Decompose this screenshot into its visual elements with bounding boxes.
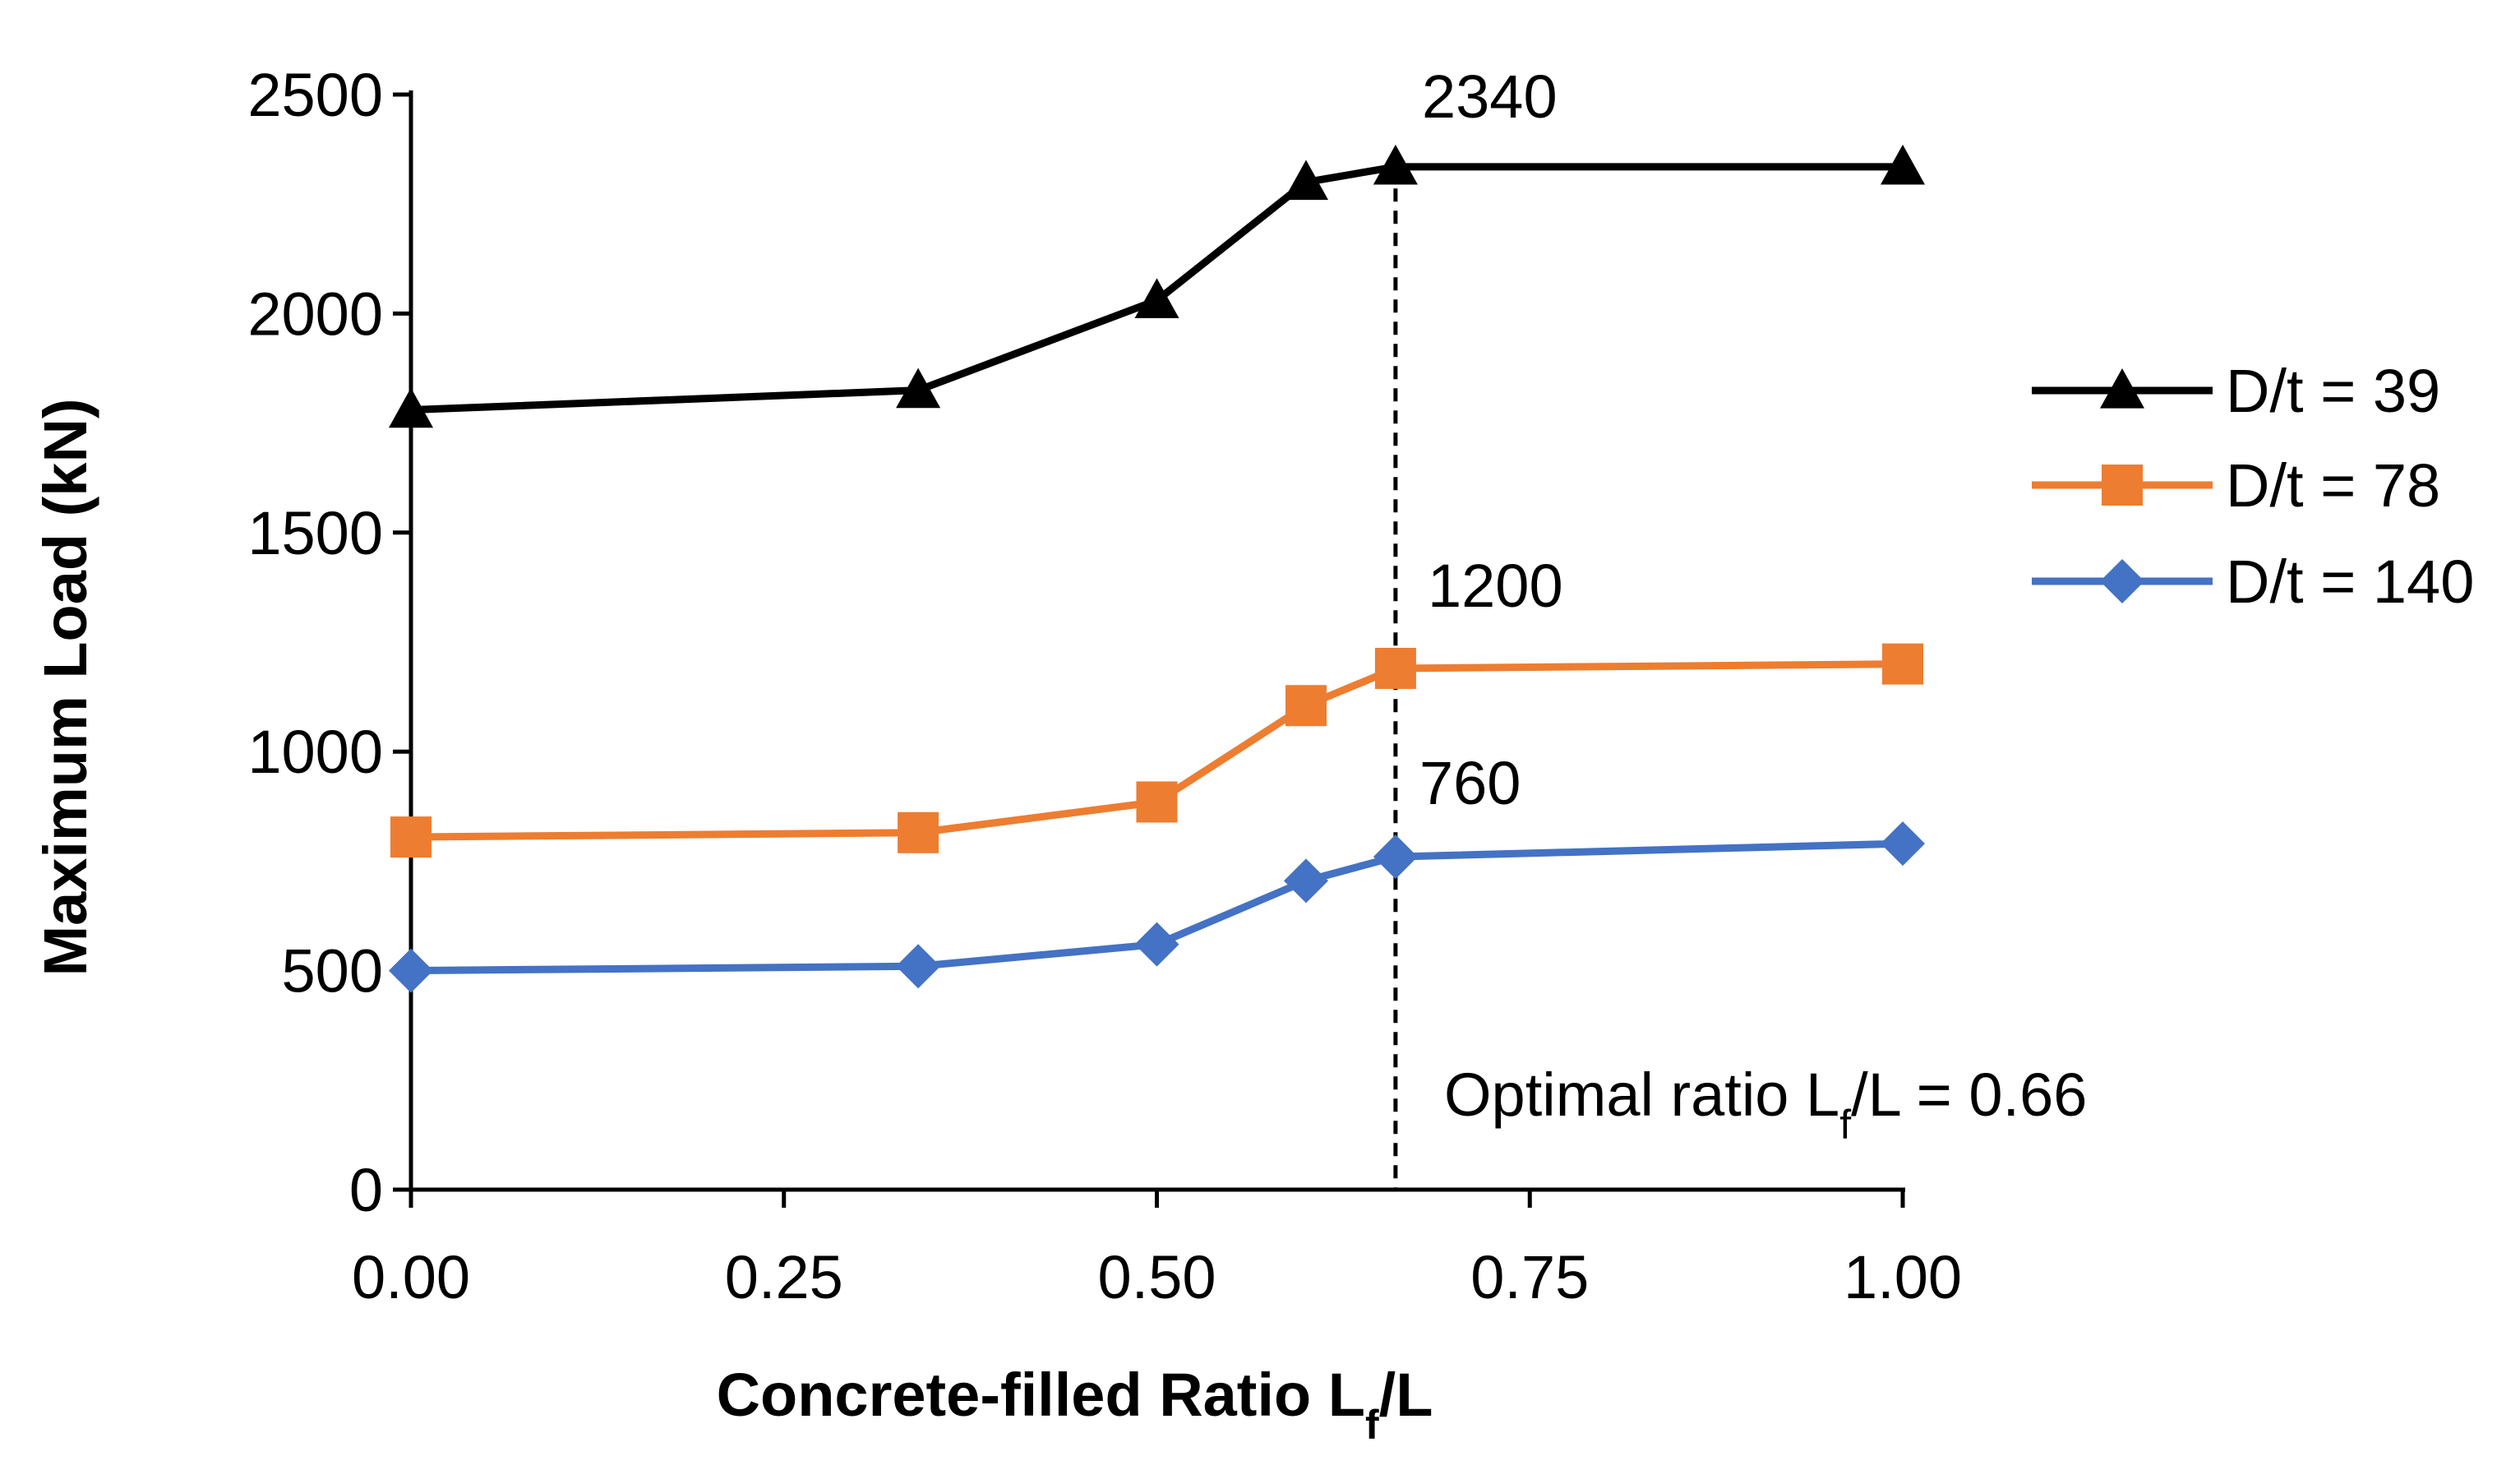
y-tick-label: 2000 [247, 280, 383, 348]
annotations-group: 2340 1200 760 [1419, 62, 1563, 817]
data-point-d-t-140 [389, 948, 433, 993]
data-point-d-t-78 [1136, 781, 1178, 823]
series-line-d-t-78 [410, 660, 1904, 841]
legend-group: D/t = 39 D/t = 78 D/t = 140 [2032, 357, 2474, 616]
data-point-d-t-140 [896, 944, 941, 989]
optimal-ratio-subscript: f [1839, 1102, 1851, 1148]
axes-group: 0 500 1000 1500 2000 2500 0.00 0.25 0.50 0.75 1.00 [247, 61, 1962, 1311]
data-point-d-t-78 [898, 811, 939, 853]
legend-marker [2100, 368, 2144, 409]
legend-item: D/t = 39 [2032, 357, 2440, 425]
reference-line-group: Optimal ratio Lf/L = 0.66 [1393, 166, 2087, 1190]
y-tick-label: 0 [349, 1156, 383, 1224]
legend-marker [2100, 559, 2144, 603]
y-tick-label: 500 [282, 937, 383, 1005]
series-d-t-39 [389, 144, 1925, 428]
legend-label: D/t = 140 [2226, 548, 2474, 616]
data-point-d-t-39 [1134, 278, 1179, 319]
series-d-t-78 [390, 643, 1923, 858]
x-tick-label: 0.00 [352, 1243, 470, 1311]
y-tick-label: 2500 [247, 61, 383, 129]
x-axis-title-subscript: f [1365, 1402, 1379, 1448]
data-point-d-t-39 [1881, 144, 1925, 185]
legend-marker [2102, 465, 2143, 506]
series-line-d-t-140 [410, 839, 1904, 975]
series-group [389, 144, 1925, 993]
data-point-d-t-78 [1374, 647, 1416, 689]
data-label-2340: 2340 [1422, 62, 1558, 131]
y-tick-label: 1000 [247, 718, 383, 786]
x-tick-label: 0.75 [1470, 1243, 1589, 1311]
legend-label: D/t = 39 [2226, 357, 2440, 425]
y-tick-label: 1500 [247, 499, 383, 567]
data-label-1200: 1200 [1428, 552, 1563, 620]
data-point-d-t-39 [1373, 144, 1418, 185]
data-label-760: 760 [1419, 749, 1521, 817]
data-point-d-t-78 [1285, 685, 1327, 727]
optimal-ratio-label: Optimal ratio Lf/L = 0.66 [1444, 1061, 2087, 1148]
x-tick-label: 0.50 [1097, 1243, 1216, 1311]
data-point-d-t-39 [896, 368, 941, 409]
legend-label: D/t = 78 [2226, 451, 2440, 520]
series-line-d-t-39 [410, 163, 1903, 414]
y-axis-title: Maximum Load (kN) [31, 398, 99, 976]
data-point-d-t-140 [1284, 858, 1328, 904]
data-point-d-t-78 [1882, 643, 1923, 685]
series-d-t-140 [389, 821, 1925, 993]
data-point-d-t-140 [1373, 834, 1418, 880]
data-point-d-t-140 [1881, 821, 1925, 867]
data-point-d-t-78 [390, 816, 432, 858]
legend-item: D/t = 78 [2032, 451, 2440, 520]
data-point-d-t-39 [389, 387, 433, 428]
x-axis-title: Concrete-filled Ratio Lf/L [717, 1361, 1433, 1448]
data-point-d-t-140 [1134, 922, 1179, 967]
legend-item: D/t = 140 [2032, 548, 2474, 616]
data-point-d-t-39 [1284, 159, 1328, 201]
x-tick-label: 0.25 [725, 1243, 843, 1311]
x-tick-label: 1.00 [1844, 1243, 1962, 1311]
